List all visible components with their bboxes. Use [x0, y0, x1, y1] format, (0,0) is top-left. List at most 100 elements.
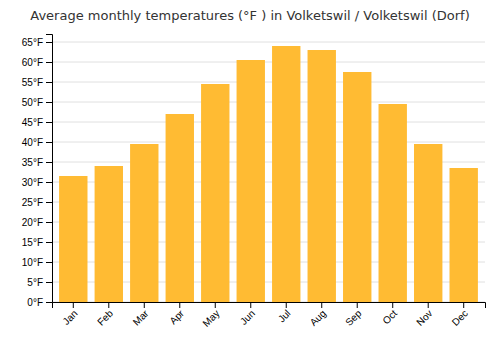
bar: [272, 46, 300, 302]
y-axis-line: [46, 35, 53, 303]
y-tick: 20°F: [22, 217, 52, 228]
grid-line: [52, 62, 485, 63]
y-tick-mark: [46, 42, 52, 43]
bar: [59, 176, 87, 302]
x-tick: Nov: [414, 302, 434, 328]
x-tick-mark: [215, 302, 216, 308]
y-tick: 35°F: [22, 157, 52, 168]
title: Average monthly temperatures (°F ) in Vo…: [30, 8, 469, 23]
y-tick-mark: [46, 82, 52, 83]
x-tick-mark: [357, 302, 358, 308]
y-tick-mark: [46, 242, 52, 243]
y-tick-mark: [46, 62, 52, 63]
y-tick-mark: [46, 262, 52, 263]
y-tick: 60°F: [22, 57, 52, 68]
y-tick-label: 55°F: [22, 77, 43, 88]
y-tick-label: 40°F: [22, 137, 43, 148]
x-tick-mark: [321, 302, 322, 308]
x-tick: Oct: [380, 302, 399, 326]
y-tick-label: 25°F: [22, 197, 43, 208]
bar: [237, 60, 265, 302]
chart: 0°F 5°F 10°F 15°F 20°F 25°F 30°F 35°F 40°F 45°F 50…: [0, 0, 500, 350]
x-tick: May: [200, 302, 221, 329]
x-tick-label: Mar: [131, 307, 151, 327]
x-tick-mark: [108, 302, 109, 308]
y-tick-label: 15°F: [22, 237, 43, 248]
y-tick: 10°F: [22, 257, 52, 268]
x-axis: Jan Feb Mar Apr May Jun Jul Aug Sep Oct Nov Dec: [53, 302, 486, 329]
x-axis-line: [53, 303, 486, 309]
y-tick-mark: [46, 202, 52, 203]
bar: [166, 114, 194, 302]
y-tick-label: 10°F: [22, 257, 43, 268]
x-tick: Jan: [60, 302, 79, 327]
x-tick: Jul: [276, 302, 293, 324]
y-tick: 65°F: [22, 37, 52, 48]
x-tick: Mar: [131, 302, 151, 328]
x-tick-mark: [250, 302, 251, 308]
bar: [450, 168, 478, 302]
bar: [379, 104, 407, 302]
y-tick-label: 30°F: [22, 177, 43, 188]
x-tick: Aug: [308, 302, 328, 328]
y-tick-label: 50°F: [22, 97, 43, 108]
y-tick: 25°F: [22, 197, 52, 208]
x-tick-label: Nov: [414, 308, 434, 328]
bar: [343, 72, 371, 302]
y-tick: 40°F: [22, 137, 52, 148]
y-tick-mark: [46, 102, 52, 103]
x-tick-label: Sep: [343, 307, 364, 328]
x-tick-mark: [428, 302, 429, 308]
x-tick-mark: [392, 302, 393, 308]
x-tick-label: Aug: [308, 308, 328, 328]
x-tick: Sep: [343, 302, 364, 328]
bar: [308, 50, 336, 302]
y-tick: 5°F: [27, 277, 52, 288]
y-tick-mark: [46, 162, 52, 163]
x-tick-label: May: [200, 308, 221, 329]
y-tick-mark: [46, 222, 52, 223]
x-tick-label: Feb: [95, 307, 115, 327]
y-tick-mark: [46, 122, 52, 123]
x-tick-label: Oct: [380, 308, 399, 327]
y-tick-label: 20°F: [22, 217, 43, 228]
y-tick-label: 5°F: [27, 277, 43, 288]
x-tick-mark: [73, 302, 74, 308]
bar: [201, 84, 229, 302]
y-tick: 30°F: [22, 177, 52, 188]
bars: [59, 46, 478, 302]
y-tick-label: 0°F: [27, 297, 43, 308]
grid-line: [52, 82, 485, 83]
y-tick-label: 45°F: [22, 117, 43, 128]
x-tick: Feb: [95, 302, 115, 328]
bar: [130, 144, 158, 302]
y-tick-mark: [46, 142, 52, 143]
x-tick-mark: [286, 302, 287, 308]
y-tick: 45°F: [22, 117, 52, 128]
grid: [52, 42, 485, 302]
x-tick-mark: [179, 302, 180, 308]
grid-line: [52, 122, 485, 123]
bar: [95, 166, 123, 302]
grid-line: [52, 42, 485, 43]
y-tick: 0°F: [27, 297, 52, 308]
x-tick-label: Apr: [167, 307, 186, 326]
x-tick-mark: [463, 302, 464, 308]
y-tick-mark: [46, 282, 52, 283]
y-tick: 15°F: [22, 237, 52, 248]
x-tick-label: Dec: [450, 308, 470, 328]
chart-container: 0°F 5°F 10°F 15°F 20°F 25°F 30°F 35°F 40°F 45°F 50…: [0, 0, 500, 350]
x-tick-mark: [144, 302, 145, 308]
y-tick: 55°F: [22, 77, 52, 88]
y-tick-label: 35°F: [22, 157, 43, 168]
y-tick-label: 65°F: [22, 37, 43, 48]
x-tick: Dec: [450, 302, 470, 328]
x-tick-label: Jan: [60, 308, 79, 327]
y-axis: 0°F 5°F 10°F 15°F 20°F 25°F 30°F 35°F 40°F 45°F 50…: [22, 35, 53, 308]
x-tick-label: Jul: [276, 308, 293, 325]
grid-line: [52, 142, 485, 143]
x-tick: Apr: [167, 302, 186, 326]
grid-line: [52, 102, 485, 103]
x-tick: Jun: [238, 302, 257, 327]
plot: 0°F 5°F 10°F 15°F 20°F 25°F 30°F 35°F 40°F 45°F 50…: [22, 35, 486, 329]
